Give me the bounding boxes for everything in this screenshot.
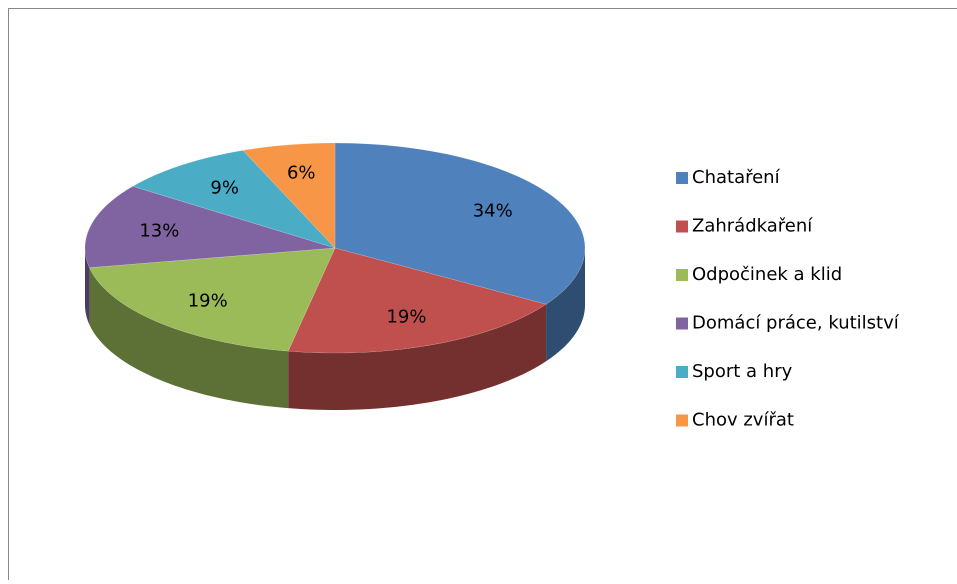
- data-label: 6%: [287, 163, 316, 184]
- legend-label: Zahrádkaření: [692, 216, 813, 237]
- data-label: 13%: [139, 221, 179, 242]
- data-label: 19%: [188, 290, 228, 311]
- legend-swatch: [676, 318, 688, 330]
- legend-swatch: [676, 366, 688, 378]
- legend-label: Domácí práce, kutilství: [692, 313, 900, 334]
- legend-swatch: [676, 221, 688, 233]
- legend-label: Odpočinek a klid: [692, 264, 842, 285]
- legend-label: Sport a hry: [692, 361, 793, 382]
- legend-swatch: [676, 415, 688, 427]
- data-label: 19%: [386, 306, 426, 327]
- legend-label: Chov zvířat: [692, 410, 794, 431]
- data-label: 34%: [473, 201, 513, 222]
- data-label: 9%: [210, 177, 239, 198]
- legend-swatch: [676, 172, 688, 184]
- legend-swatch: [676, 269, 688, 281]
- legend-label: Chataření: [692, 167, 781, 188]
